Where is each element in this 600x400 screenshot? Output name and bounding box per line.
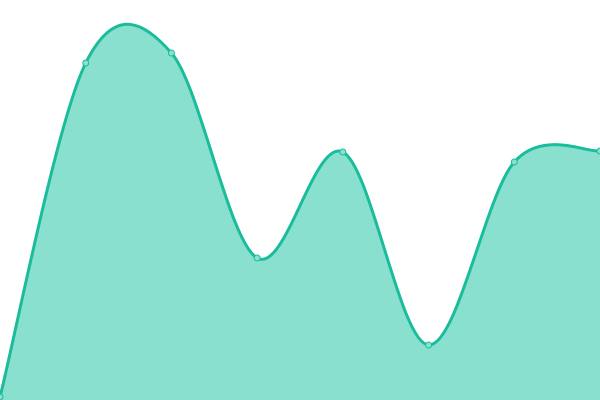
data-point-7 — [596, 147, 600, 155]
data-point-1 — [82, 59, 90, 67]
data-point-4 — [339, 148, 347, 156]
data-point-6 — [510, 158, 518, 166]
data-point-5 — [425, 341, 433, 349]
data-point-0 — [0, 393, 4, 400]
data-point-2 — [167, 49, 175, 57]
data-point-3 — [253, 254, 261, 262]
area-fill — [0, 24, 600, 400]
data-points — [0, 49, 600, 400]
